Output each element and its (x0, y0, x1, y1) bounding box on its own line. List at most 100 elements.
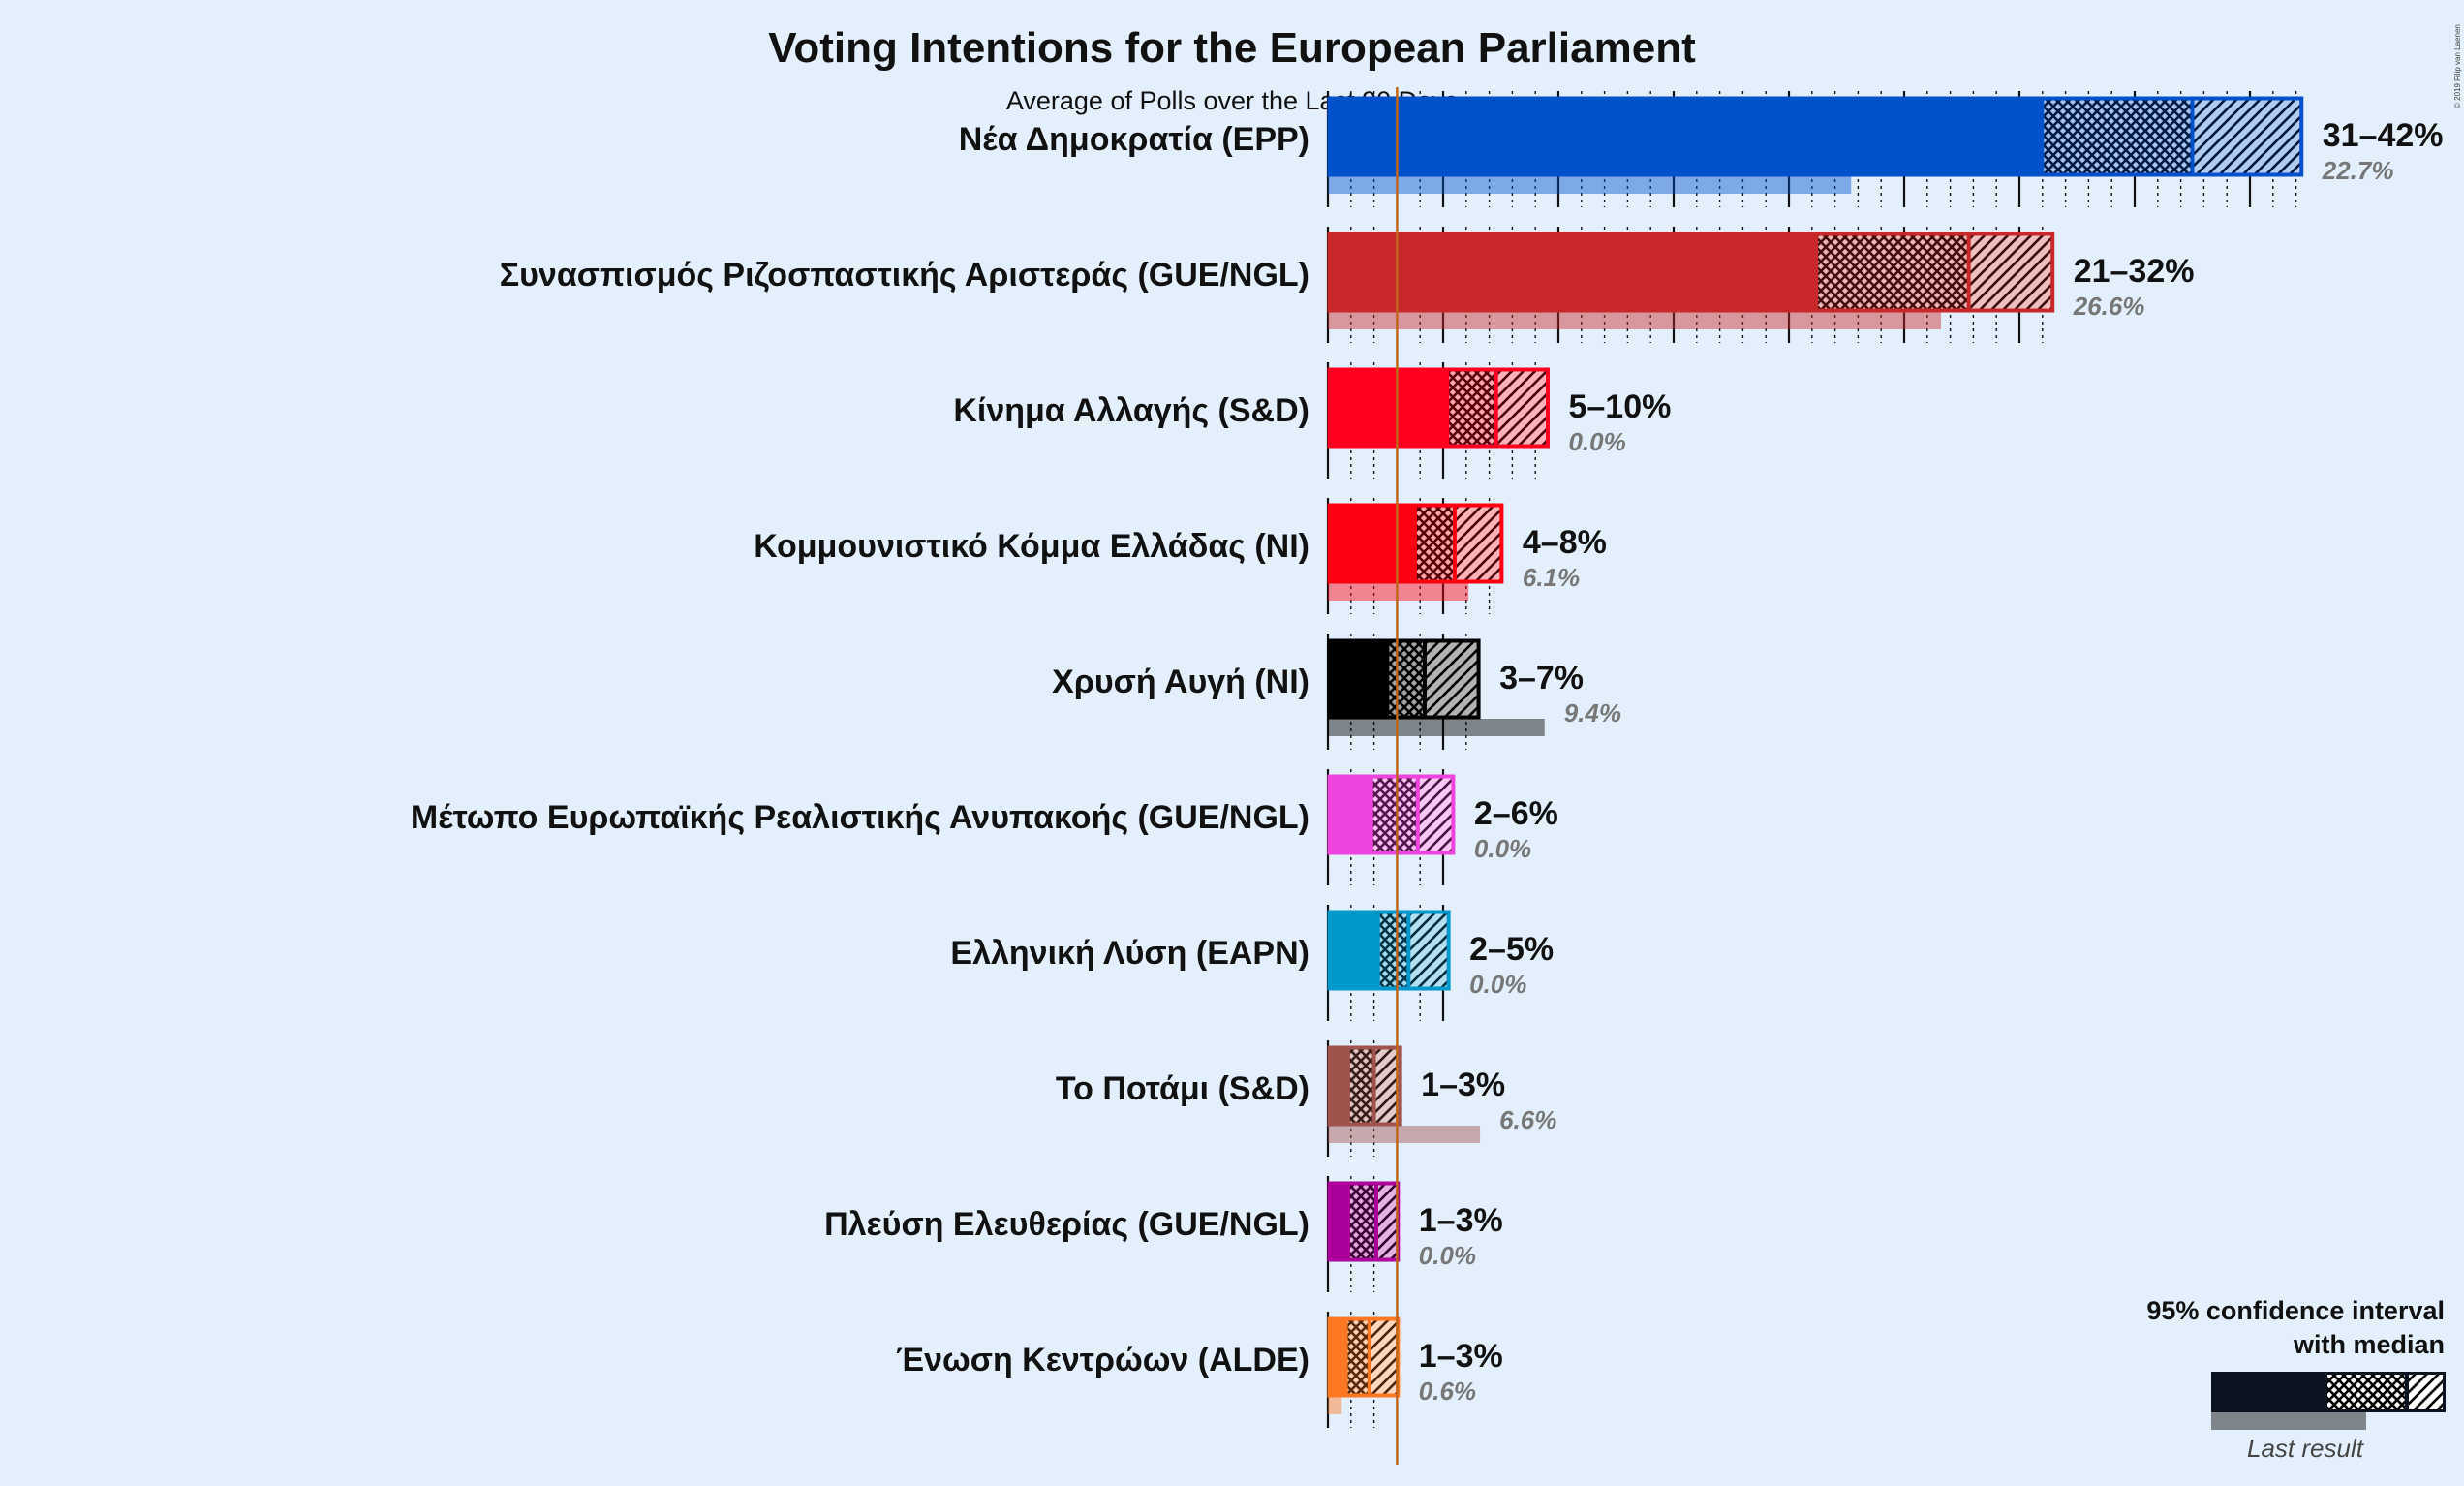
ci-solid-bar (1328, 232, 1817, 312)
legend-hatch-swatch (2407, 1372, 2446, 1412)
ci-cross-tint (1348, 1182, 1376, 1261)
range-label: 1–3% (1419, 1338, 1503, 1375)
party-label: Μέτωπο Ευρωπαϊκής Ρεαλιστικής Ανυπακοής … (411, 799, 1309, 836)
ci-cross-bar (1415, 504, 1455, 583)
ci-hatch-bar (1454, 504, 1503, 583)
ci-hatch-bar (1424, 639, 1481, 719)
ci-hatch-tint (1495, 368, 1550, 448)
ci-solid-bar (1328, 368, 1448, 448)
ci-hatch-bar (2192, 97, 2303, 176)
ci-cross-tint (1447, 368, 1496, 448)
ci-hatch-tint (1424, 639, 1481, 719)
legend-outline (2211, 1372, 2446, 1412)
ci-hatch-tint (1968, 232, 2054, 312)
party-label: Κομμουνιστικό Κόμμα Ελλάδας (NI) (754, 528, 1309, 565)
ci-hatch-bar (1375, 1182, 1400, 1261)
legend-cross-swatch (2327, 1372, 2407, 1412)
last-result-bar (1328, 176, 1852, 194)
ci-hatch-tint (1417, 775, 1455, 854)
last-result-label: 0.0% (1419, 1241, 1476, 1270)
ci-cross-bar (1447, 368, 1496, 448)
ci-hatch-bar (1408, 911, 1451, 990)
legend-title-line1: 95% confidence interval (2146, 1296, 2445, 1325)
ci-cross-bar (1348, 1182, 1376, 1261)
ci-solid-bar (1328, 1182, 1349, 1261)
last-result-label: 22.7% (2322, 156, 2394, 185)
last-result-bar (1328, 719, 1545, 736)
ci-solid-bar (1328, 1046, 1349, 1126)
ci-outline (1327, 232, 2055, 313)
last-result-label: 26.6% (2073, 292, 2145, 321)
ci-outline (1327, 1045, 1402, 1127)
range-label: 5–10% (1568, 388, 1671, 425)
ci-cross-tint (1371, 775, 1418, 854)
party-label: Ελληνική Λύση (EAPN) (950, 935, 1309, 972)
ci-hatch-tint (1454, 504, 1503, 583)
ci-hatch-tint (1375, 1182, 1400, 1261)
range-label: 1–3% (1419, 1202, 1503, 1239)
party-label: Κίνημα Αλλαγής (S&D) (953, 392, 1309, 429)
ci-cross-bar (1378, 911, 1409, 990)
bars: Νέα Δημοκρατία (EPP) 31–42%22.7% Συνασπισμ… (411, 96, 2444, 1414)
ci-cross-tint (1816, 232, 1969, 312)
party-label: Ένωση Κεντρώων (ALDE) (896, 1342, 1309, 1378)
ci-cross-bar (2042, 97, 2193, 176)
last-result-label: 0.6% (1419, 1377, 1476, 1406)
ci-cross-bar (1346, 1317, 1370, 1397)
range-label: 3–7% (1499, 660, 1584, 697)
ci-solid-bar (1328, 504, 1416, 583)
ci-hatch-bar (1417, 775, 1455, 854)
last-result-bar (1328, 312, 1942, 329)
last-result-label: 0.0% (1474, 834, 1531, 863)
ci-solid-bar (1328, 97, 2043, 176)
last-result-bar (1328, 1397, 1342, 1414)
ci-solid-bar (1328, 775, 1372, 854)
copyright-text: © 2019 Filip van Laenen (2453, 24, 2462, 108)
last-result-label: 9.4% (1564, 698, 1621, 728)
ci-hatch-tint (2192, 97, 2303, 176)
legend: 95% confidence interval with median Last r… (2146, 1296, 2446, 1463)
chart-title: Voting Intentions for the European Parli… (768, 24, 1696, 72)
ci-solid-bar (1328, 911, 1379, 990)
legend-solid-swatch (2211, 1372, 2327, 1412)
ci-hatch-bar (1369, 1317, 1400, 1397)
ci-cross-bar (1371, 775, 1418, 854)
ci-cross-tint (1348, 1046, 1374, 1126)
ci-hatch-bar (1495, 368, 1550, 448)
last-result-bar (1328, 1126, 1481, 1143)
range-label: 31–42% (2323, 117, 2444, 154)
ci-solid-bar (1328, 639, 1388, 719)
last-result-label: 6.1% (1523, 563, 1580, 592)
range-label: 1–3% (1421, 1067, 1505, 1103)
ci-cross-bar (1387, 639, 1425, 719)
ci-cross-tint (1387, 639, 1425, 719)
party-label: Νέα Δημοκρατία (EPP) (959, 121, 1309, 158)
party-label: Χρυσή Αυγή (NI) (1052, 664, 1309, 700)
party-label: Συνασπισμός Ριζοσπαστικής Αριστεράς (GUE… (500, 257, 1309, 294)
ci-outline (1327, 638, 1481, 720)
ci-hatch-tint (1369, 1317, 1400, 1397)
ci-solid-bar (1328, 1317, 1347, 1397)
last-result-label: 0.0% (1469, 970, 1526, 999)
last-result-label: 6.6% (1499, 1105, 1556, 1134)
range-label: 21–32% (2074, 253, 2195, 290)
ci-hatch-tint (1408, 911, 1451, 990)
range-label: 2–6% (1474, 795, 1558, 832)
range-label: 4–8% (1523, 524, 1607, 561)
ci-cross-tint (1378, 911, 1409, 990)
ci-cross-bar (1348, 1046, 1374, 1126)
party-label: Πλεύση Ελευθερίας (GUE/NGL) (824, 1206, 1309, 1243)
legend-title-line2: with median (2293, 1330, 2445, 1359)
ci-hatch-bar (1968, 232, 2054, 312)
legend-last-result-label: Last result (2247, 1434, 2365, 1463)
ci-cross-bar (1816, 232, 1969, 312)
ci-outline (1327, 96, 2304, 177)
ci-outline (1327, 367, 1550, 449)
ci-cross-tint (1415, 504, 1455, 583)
ci-cross-tint (2042, 97, 2193, 176)
ci-cross-tint (1346, 1317, 1370, 1397)
last-result-label: 0.0% (1568, 427, 1625, 456)
legend-last-swatch (2211, 1412, 2366, 1430)
range-label: 2–5% (1469, 931, 1554, 968)
